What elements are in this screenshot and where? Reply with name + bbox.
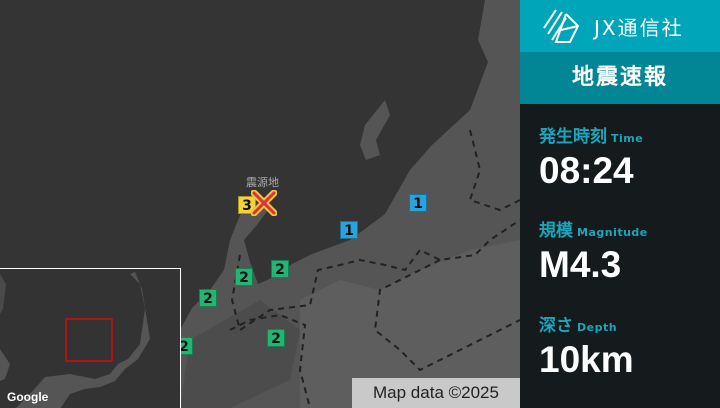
brand-header: JX通信社 bbox=[520, 0, 720, 52]
magnitude-value: M4.3 bbox=[539, 244, 622, 285]
magnitude-section: 規模 Magnitude M4.3 bbox=[539, 216, 648, 285]
overview-land bbox=[0, 272, 150, 408]
map[interactable]: 震源地 3 1 1 2 2 2 2 2 Google Map data ©202… bbox=[0, 0, 520, 408]
info-panel: JX通信社 地震速報 発生時刻 Time 08:24 規模 Magnitude M4… bbox=[520, 0, 720, 408]
google-logo: Google bbox=[7, 390, 49, 404]
time-section: 発生時刻 Time 08:24 bbox=[539, 122, 643, 191]
intensity-marker[interactable]: 2 bbox=[267, 329, 285, 347]
region-highlight bbox=[65, 318, 113, 362]
depth-label-en: Depth bbox=[577, 321, 618, 334]
depth-value: 10km bbox=[539, 339, 634, 380]
jx-logo-icon bbox=[543, 9, 580, 43]
intensity-marker[interactable]: 2 bbox=[235, 268, 253, 286]
intensity-marker[interactable]: 1 bbox=[409, 194, 427, 212]
magnitude-label: 規模 bbox=[539, 221, 573, 241]
intensity-marker[interactable]: 1 bbox=[340, 221, 358, 239]
time-label: 発生時刻 bbox=[539, 127, 607, 147]
intensity-marker[interactable]: 2 bbox=[271, 260, 289, 278]
epicenter-label: 震源地 bbox=[246, 176, 279, 189]
intensity-marker[interactable]: 3 bbox=[238, 196, 256, 214]
time-label-en: Time bbox=[611, 132, 644, 145]
page-title: 地震速報 bbox=[520, 52, 720, 104]
time-value: 08:24 bbox=[539, 150, 634, 191]
epicenter-x-icon bbox=[251, 190, 277, 216]
depth-label: 深さ bbox=[539, 316, 573, 336]
magnitude-label-en: Magnitude bbox=[577, 226, 648, 239]
map-land bbox=[180, 0, 520, 408]
depth-section: 深さ Depth 10km bbox=[539, 311, 634, 380]
intensity-marker[interactable]: 2 bbox=[199, 289, 217, 307]
overview-inset-map[interactable] bbox=[0, 268, 181, 408]
map-attribution[interactable]: Map data ©2025 bbox=[352, 378, 520, 408]
brand-name: JX通信社 bbox=[594, 15, 684, 40]
